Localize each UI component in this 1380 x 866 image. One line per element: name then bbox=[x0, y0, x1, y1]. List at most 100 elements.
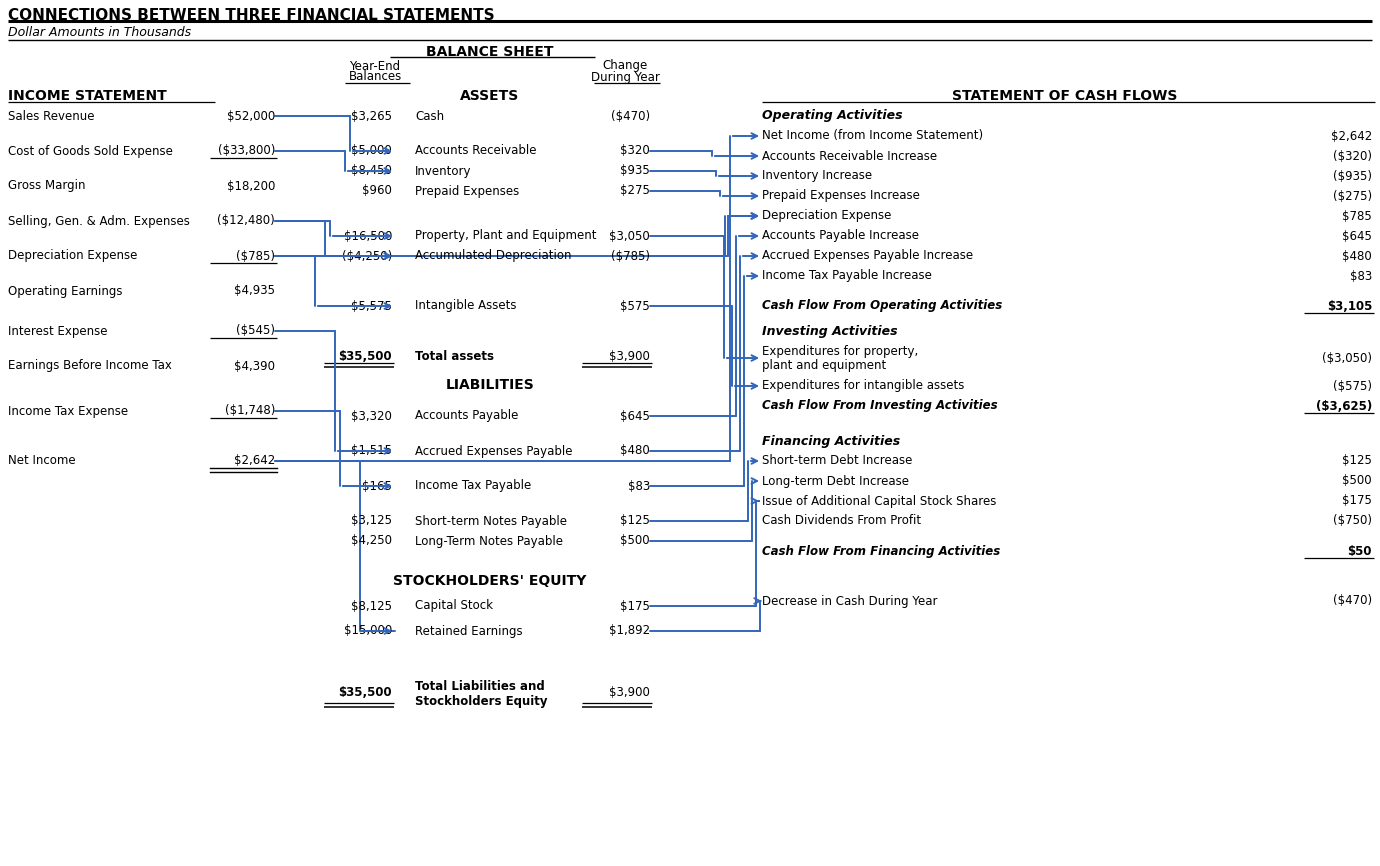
Text: ($750): ($750) bbox=[1333, 514, 1372, 527]
Text: Cash Flow From Operating Activities: Cash Flow From Operating Activities bbox=[762, 300, 1002, 313]
Text: Income Tax Payable: Income Tax Payable bbox=[415, 480, 531, 493]
Text: During Year: During Year bbox=[591, 70, 660, 83]
Text: Interest Expense: Interest Expense bbox=[8, 325, 108, 338]
Text: Selling, Gen. & Adm. Expenses: Selling, Gen. & Adm. Expenses bbox=[8, 215, 190, 228]
Text: $4,390: $4,390 bbox=[235, 359, 275, 372]
Text: ASSETS: ASSETS bbox=[461, 89, 520, 103]
Text: $5,000: $5,000 bbox=[352, 145, 392, 158]
Text: $3,265: $3,265 bbox=[351, 109, 392, 122]
Text: Short-term Notes Payable: Short-term Notes Payable bbox=[415, 514, 567, 527]
Text: Investing Activities: Investing Activities bbox=[762, 325, 897, 338]
Text: Accounts Payable: Accounts Payable bbox=[415, 410, 519, 423]
Text: Accrued Expenses Payable: Accrued Expenses Payable bbox=[415, 444, 573, 457]
Text: $35,500: $35,500 bbox=[338, 350, 392, 363]
Text: $645: $645 bbox=[620, 410, 650, 423]
Text: $35,500: $35,500 bbox=[338, 687, 392, 700]
Text: $3,900: $3,900 bbox=[609, 350, 650, 363]
Text: Total assets: Total assets bbox=[415, 350, 494, 363]
Text: Prepaid Expenses Increase: Prepaid Expenses Increase bbox=[762, 190, 920, 203]
Text: Sales Revenue: Sales Revenue bbox=[8, 109, 94, 122]
Text: $320: $320 bbox=[620, 145, 650, 158]
Text: $50: $50 bbox=[1347, 545, 1372, 558]
Text: ($320): ($320) bbox=[1333, 150, 1372, 163]
Text: Depreciation Expense: Depreciation Expense bbox=[762, 210, 891, 223]
Text: ($470): ($470) bbox=[611, 109, 650, 122]
Text: Year-End: Year-End bbox=[349, 60, 400, 73]
Text: Depreciation Expense: Depreciation Expense bbox=[8, 249, 138, 262]
Text: $2,642: $2,642 bbox=[1330, 130, 1372, 143]
Text: Earnings Before Income Tax: Earnings Before Income Tax bbox=[8, 359, 172, 372]
Text: Cash Flow From Financing Activities: Cash Flow From Financing Activities bbox=[762, 545, 1000, 558]
Text: $785: $785 bbox=[1343, 210, 1372, 223]
Text: Net Income (from Income Statement): Net Income (from Income Statement) bbox=[762, 130, 983, 143]
Text: $52,000: $52,000 bbox=[226, 109, 275, 122]
Text: ($4,250): ($4,250) bbox=[342, 249, 392, 262]
Text: $480: $480 bbox=[1343, 249, 1372, 262]
Text: ($470): ($470) bbox=[1333, 594, 1372, 608]
Text: $15,000: $15,000 bbox=[344, 624, 392, 637]
Text: Total Liabilities and: Total Liabilities and bbox=[415, 680, 545, 693]
Text: Cash Dividends From Profit: Cash Dividends From Profit bbox=[762, 514, 920, 527]
Text: $2,642: $2,642 bbox=[233, 455, 275, 468]
Text: plant and equipment: plant and equipment bbox=[762, 359, 886, 372]
Text: $83: $83 bbox=[628, 480, 650, 493]
Text: $125: $125 bbox=[1343, 455, 1372, 468]
Text: $1,892: $1,892 bbox=[609, 624, 650, 637]
Text: ($785): ($785) bbox=[236, 249, 275, 262]
Text: $3,105: $3,105 bbox=[1326, 300, 1372, 313]
Text: $16,500: $16,500 bbox=[344, 229, 392, 242]
Text: $5,575: $5,575 bbox=[351, 300, 392, 313]
Text: BALANCE SHEET: BALANCE SHEET bbox=[426, 45, 553, 59]
Text: Dollar Amounts in Thousands: Dollar Amounts in Thousands bbox=[8, 27, 190, 40]
Text: Issue of Additional Capital Stock Shares: Issue of Additional Capital Stock Shares bbox=[762, 494, 996, 507]
Text: Prepaid Expenses: Prepaid Expenses bbox=[415, 184, 519, 197]
Text: Long-term Debt Increase: Long-term Debt Increase bbox=[762, 475, 909, 488]
Text: ($935): ($935) bbox=[1333, 170, 1372, 183]
Text: STOCKHOLDERS' EQUITY: STOCKHOLDERS' EQUITY bbox=[393, 574, 586, 588]
Text: Decrease in Cash During Year: Decrease in Cash During Year bbox=[762, 594, 937, 608]
Text: Inventory: Inventory bbox=[415, 165, 472, 178]
Text: $575: $575 bbox=[620, 300, 650, 313]
Text: $18,200: $18,200 bbox=[226, 179, 275, 192]
Text: $3,125: $3,125 bbox=[351, 514, 392, 527]
Text: Stockholders Equity: Stockholders Equity bbox=[415, 695, 548, 708]
Text: $500: $500 bbox=[621, 534, 650, 547]
Text: ($33,800): ($33,800) bbox=[218, 145, 275, 158]
Text: $500: $500 bbox=[1343, 475, 1372, 488]
Text: $480: $480 bbox=[620, 444, 650, 457]
Text: $83: $83 bbox=[1350, 269, 1372, 282]
Text: ($275): ($275) bbox=[1333, 190, 1372, 203]
Text: Operating Activities: Operating Activities bbox=[762, 109, 903, 122]
Text: $3,320: $3,320 bbox=[351, 410, 392, 423]
Text: $175: $175 bbox=[1343, 494, 1372, 507]
Text: LIABILITIES: LIABILITIES bbox=[446, 378, 534, 392]
Text: $1,515: $1,515 bbox=[351, 444, 392, 457]
Text: Inventory Increase: Inventory Increase bbox=[762, 170, 872, 183]
Text: Cash Flow From Investing Activities: Cash Flow From Investing Activities bbox=[762, 399, 998, 412]
Text: $275: $275 bbox=[620, 184, 650, 197]
Text: $125: $125 bbox=[620, 514, 650, 527]
Text: Balances: Balances bbox=[348, 70, 402, 83]
Text: $3,900: $3,900 bbox=[609, 687, 650, 700]
Text: Financing Activities: Financing Activities bbox=[762, 435, 900, 448]
Text: ($575): ($575) bbox=[1333, 379, 1372, 392]
Text: $935: $935 bbox=[620, 165, 650, 178]
Text: INCOME STATEMENT: INCOME STATEMENT bbox=[8, 89, 167, 103]
Text: ($1,748): ($1,748) bbox=[225, 404, 275, 417]
Text: ($3,050): ($3,050) bbox=[1322, 352, 1372, 365]
Text: $4,935: $4,935 bbox=[235, 285, 275, 298]
Text: Long-Term Notes Payable: Long-Term Notes Payable bbox=[415, 534, 563, 547]
Text: Accounts Receivable: Accounts Receivable bbox=[415, 145, 537, 158]
Text: ($785): ($785) bbox=[611, 249, 650, 262]
Text: Accrued Expenses Payable Increase: Accrued Expenses Payable Increase bbox=[762, 249, 973, 262]
Text: Short-term Debt Increase: Short-term Debt Increase bbox=[762, 455, 912, 468]
Text: Accounts Payable Increase: Accounts Payable Increase bbox=[762, 229, 919, 242]
Text: Retained Earnings: Retained Earnings bbox=[415, 624, 523, 637]
Text: Cost of Goods Sold Expense: Cost of Goods Sold Expense bbox=[8, 145, 172, 158]
Text: Accumulated Depreciation: Accumulated Depreciation bbox=[415, 249, 571, 262]
Text: CONNECTIONS BETWEEN THREE FINANCIAL STATEMENTS: CONNECTIONS BETWEEN THREE FINANCIAL STAT… bbox=[8, 8, 494, 23]
Text: Accounts Receivable Increase: Accounts Receivable Increase bbox=[762, 150, 937, 163]
Text: Property, Plant and Equipment: Property, Plant and Equipment bbox=[415, 229, 596, 242]
Text: Capital Stock: Capital Stock bbox=[415, 599, 493, 612]
Text: Income Tax Expense: Income Tax Expense bbox=[8, 404, 128, 417]
